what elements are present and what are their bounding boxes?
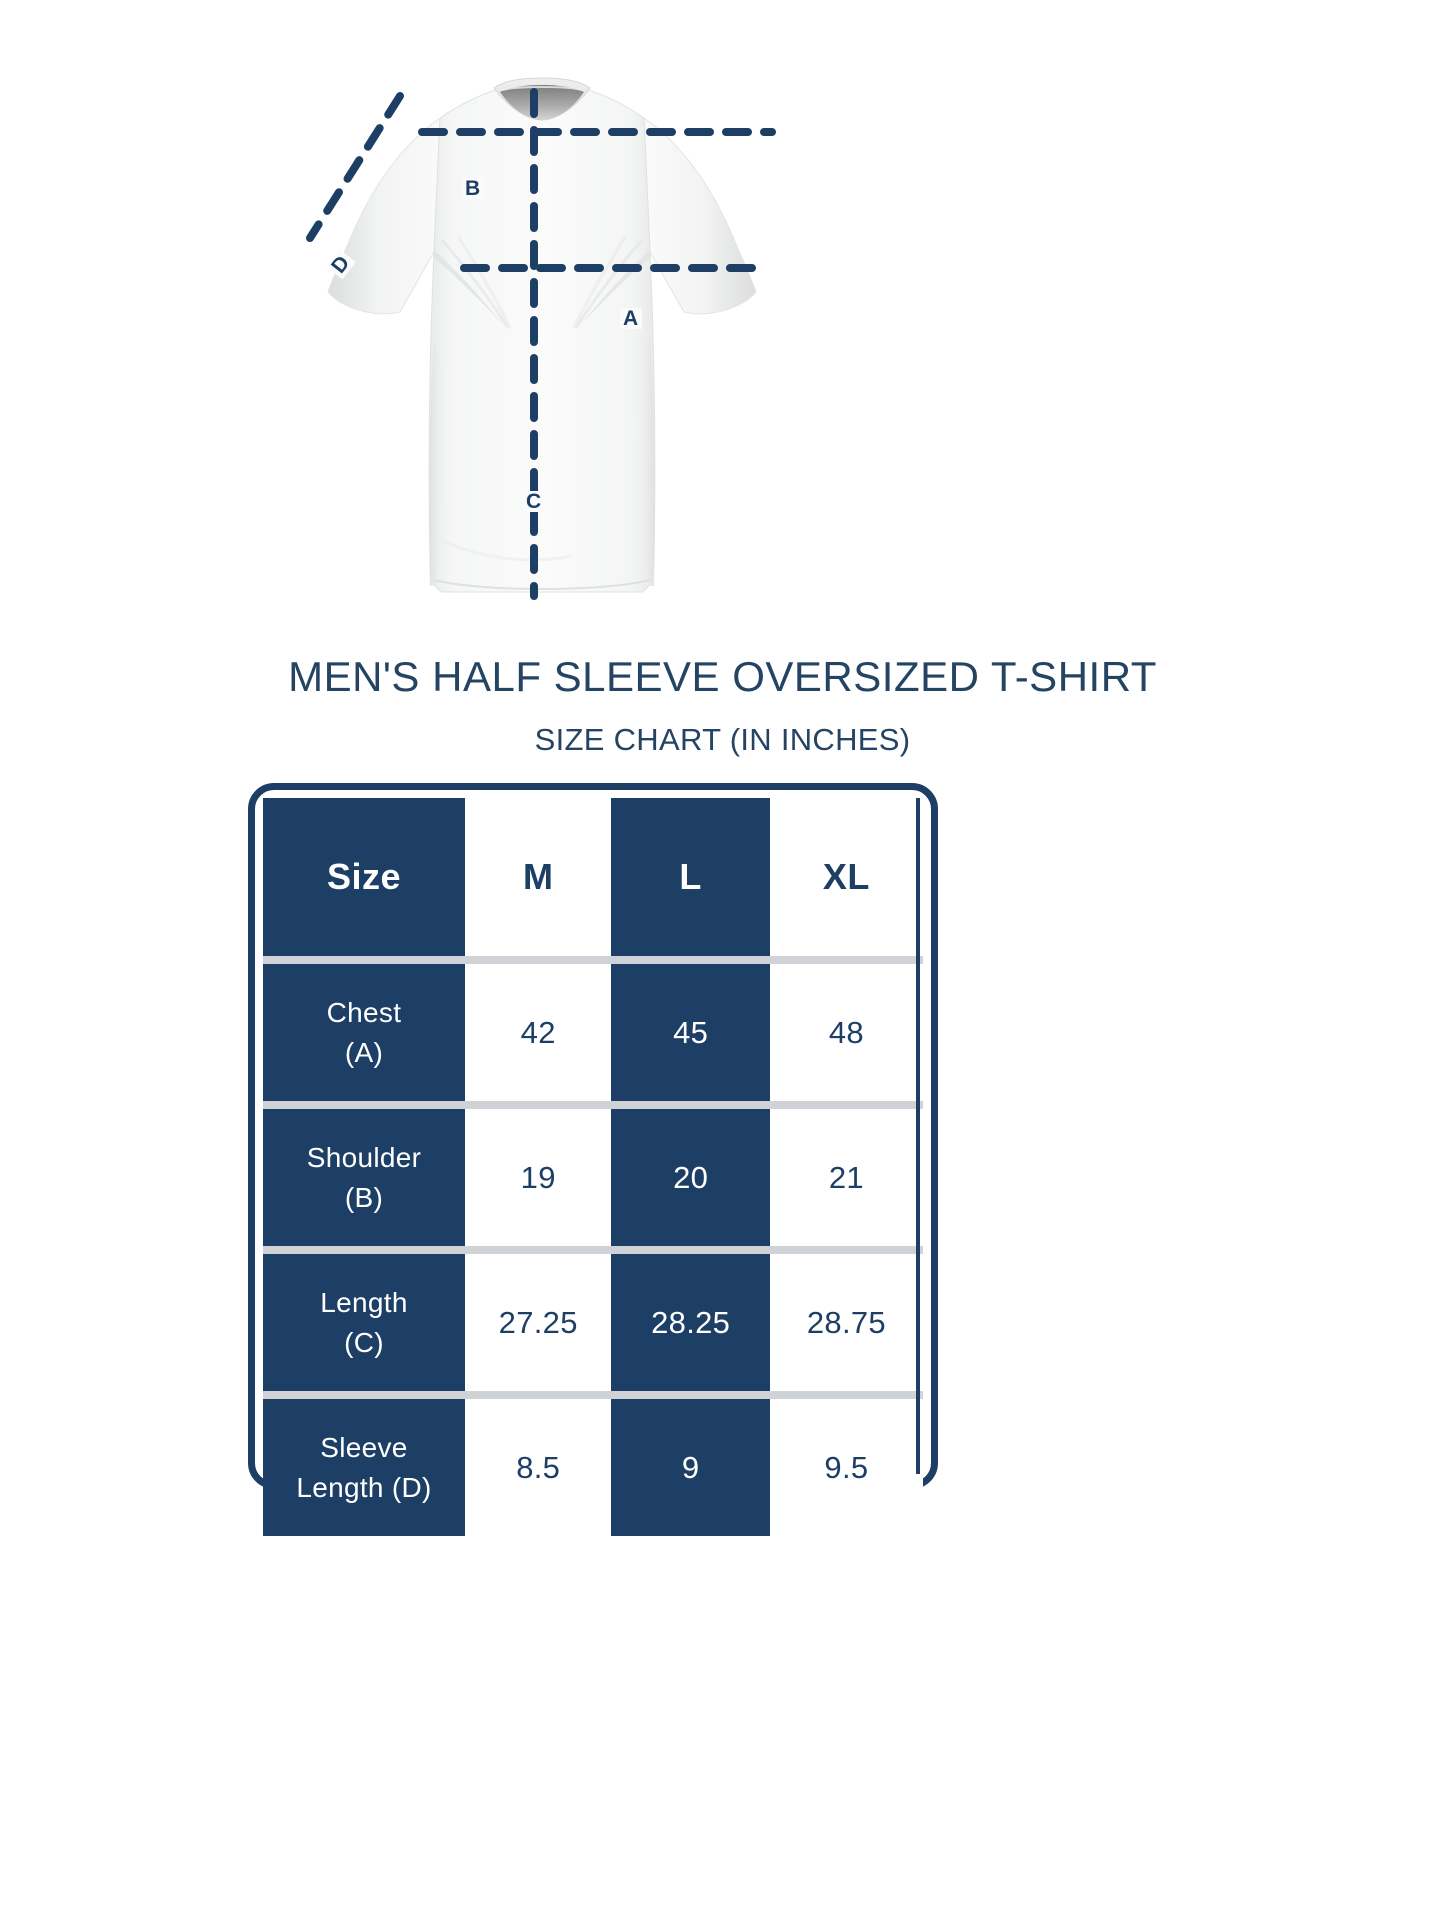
separator-cell [769,1246,923,1254]
row-label-line2: (B) [344,1181,384,1213]
separator-cell [611,1101,770,1109]
separator-cell [263,1246,465,1254]
row-separator [263,956,923,964]
row-label-sleeve: Sleeve Length (D) [263,1399,465,1536]
row-separator [263,1246,923,1254]
header-size-xl: XL [769,798,923,956]
table-row: Chest (A) 42 45 48 [263,964,923,1101]
chest-dimension-label: A [620,308,642,329]
cell-shoulder-xl: 21 [769,1109,923,1246]
page-title: MEN'S HALF SLEEVE OVERSIZED T-SHIRT [288,653,1157,700]
neck-opening [500,85,584,120]
left-fold-line [440,239,510,329]
separator-cell [769,1101,923,1109]
cell-sleeve-m: 8.5 [464,1399,612,1536]
separator-cell [263,1101,465,1109]
row-label-line1: Shoulder [306,1141,422,1173]
table-row: Shoulder (B) 19 20 21 [263,1109,923,1246]
bottom-fold [441,538,573,562]
separator-cell [464,1391,612,1399]
header-size-m: M [464,798,612,956]
separator-cell [464,956,612,964]
row-label-line2: (A) [344,1036,384,1068]
right-fold-line [574,239,644,329]
row-label-line1: Length [320,1286,408,1318]
cell-chest-xl: 48 [769,964,923,1101]
cell-sleeve-l: 9 [611,1399,770,1536]
collar-highlight [501,86,583,91]
left-armpit-fold [434,250,504,326]
left-sleeve [327,116,441,315]
right-fold-line-2 [572,235,628,329]
row-label-line1: Chest [326,996,402,1028]
separator-cell [769,956,923,964]
row-label-length: Length (C) [263,1254,465,1391]
cell-shoulder-l: 20 [611,1109,770,1246]
right-sleeve [643,116,757,315]
separator-cell [611,956,770,964]
row-separator [263,1391,923,1399]
header-size: Size [263,798,465,956]
row-separator [263,1101,923,1109]
cell-chest-l: 45 [611,964,770,1101]
separator-cell [263,1391,465,1399]
length-dimension-label: C [523,491,545,512]
cell-length-l: 28.25 [611,1254,770,1391]
row-label-shoulder: Shoulder (B) [263,1109,465,1246]
t-shirt-graphic [306,77,776,600]
row-label-line2: (C) [344,1326,384,1358]
left-side-drape [429,340,450,586]
row-label-line1: Sleeve [320,1431,408,1463]
cell-length-m: 27.25 [464,1254,612,1391]
shirt-body [428,83,656,593]
sleeve-measure-line [306,92,404,242]
cell-sleeve-xl: 9.5 [769,1399,923,1536]
separator-cell [611,1391,770,1399]
table-header-row: Size M L XL [263,798,923,956]
cell-chest-m: 42 [464,964,612,1101]
size-chart-table-frame: Size M L XL Chest [248,783,938,1536]
left-fold-line-2 [456,235,512,329]
cell-shoulder-m: 19 [464,1109,612,1246]
right-side-drape [634,340,655,586]
separator-cell [611,1246,770,1254]
separator-cell [263,956,465,964]
shoulder-dimension-label: B [462,178,484,199]
header-size-l: L [611,798,770,956]
table-row: Sleeve Length (D) 8.5 9 9.5 [263,1399,923,1536]
hem-line [433,579,651,590]
t-shirt-illustration: A B C D [0,40,1445,640]
separator-cell [464,1101,612,1109]
row-label-chest: Chest (A) [263,964,465,1101]
size-chart-table: Size M L XL Chest [263,798,923,1536]
table-row: Length (C) 27.25 28.25 28.75 [263,1254,923,1391]
table-right-rule [916,798,920,1474]
separator-cell [769,1391,923,1399]
separator-cell [464,1246,612,1254]
page-subtitle: SIZE CHART (IN INCHES) [534,722,911,757]
row-label-line2: Length (D) [296,1471,432,1503]
cell-length-xl: 28.75 [769,1254,923,1391]
